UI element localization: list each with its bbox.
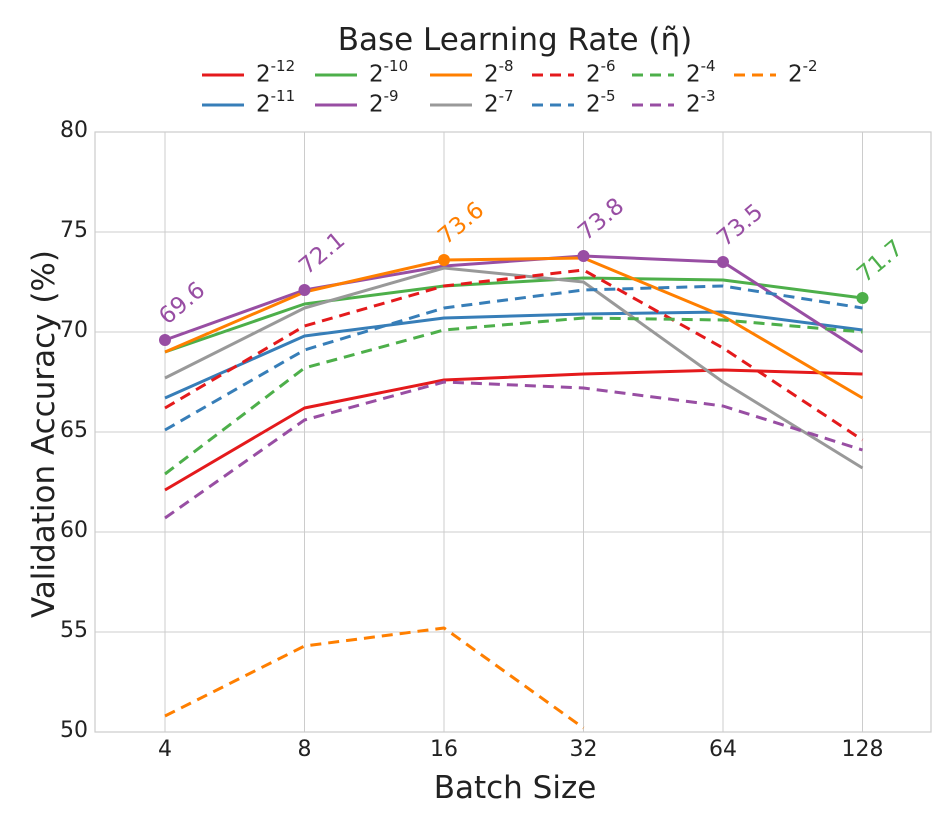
x-tick-label: 16 (430, 737, 458, 762)
series-line-2-3 (164, 380, 863, 520)
peak-marker (159, 334, 171, 346)
legend-label: 2-12 (256, 56, 296, 88)
legend-swatch (532, 73, 574, 77)
x-tick-label: 32 (569, 737, 598, 762)
legend-label: 2-10 (369, 56, 409, 88)
series-line-2-6 (164, 268, 864, 442)
series-line-2-5 (164, 284, 863, 432)
legend-item: 2-11 (200, 86, 296, 118)
legend-swatch (734, 73, 776, 77)
peak-marker (577, 250, 590, 262)
legend-label: 2-9 (369, 86, 399, 118)
series-line-2-8 (164, 256, 864, 400)
y-tick-label: 60 (60, 518, 88, 543)
legend-item: 2-12 (200, 56, 296, 88)
legend-swatch (315, 73, 357, 77)
legend-swatch (202, 73, 244, 77)
legend-label: 2-8 (484, 56, 514, 88)
legend-swatch (430, 103, 472, 107)
x-axis-label: Batch Size (433, 770, 597, 806)
legend-item: 2-3 (630, 86, 716, 118)
legend-item: 2-4 (630, 56, 716, 88)
legend-label: 2-3 (686, 86, 716, 118)
peak-markers (159, 250, 869, 346)
legend-item: 2-2 (732, 56, 818, 88)
legend-label: 2-2 (788, 56, 818, 88)
series-lines (164, 254, 864, 730)
x-tick-label: 4 (158, 737, 172, 762)
peak-marker (856, 292, 869, 304)
series-line-2-7 (164, 266, 864, 470)
series-line-2-2 (164, 626, 585, 730)
series-line-2-11 (164, 310, 863, 400)
legend-swatch (315, 103, 357, 107)
legend-label: 2-11 (256, 86, 296, 118)
legend-item: 2-9 (313, 86, 399, 118)
legend-swatch (430, 73, 472, 77)
series-line-2-10 (164, 276, 863, 354)
y-tick-label: 70 (60, 318, 88, 343)
legend-item: 2-10 (313, 56, 409, 88)
series-line-2-9 (164, 254, 864, 354)
legend-swatch (632, 73, 674, 77)
peak-marker (717, 256, 729, 268)
y-tick-label: 55 (60, 618, 88, 643)
series-line-2-4 (164, 316, 863, 476)
x-tick-label: 8 (297, 737, 312, 762)
legend-item: 2-8 (428, 56, 514, 88)
legend-label: 2-6 (586, 56, 616, 88)
x-tick-label: 64 (709, 737, 737, 762)
legend-label: 2-7 (484, 86, 514, 118)
y-axis-label: Validation Accuracy (%) (26, 250, 62, 618)
legend-swatch (632, 103, 674, 107)
plot-area-frame (94, 131, 932, 733)
legend-item: 2-7 (428, 86, 514, 118)
legend-label: 2-5 (586, 86, 616, 118)
peak-marker (438, 254, 450, 266)
legend-item: 2-6 (530, 56, 616, 88)
legend-swatch (202, 103, 244, 107)
series-line-2-12 (164, 368, 863, 492)
legend-label: 2-4 (686, 56, 716, 88)
x-tick-label: 128 (841, 737, 884, 762)
legend-swatch (532, 103, 574, 107)
y-tick-label: 80 (60, 118, 88, 143)
y-tick-label: 65 (60, 418, 88, 443)
y-tick-label: 75 (60, 218, 88, 243)
y-tick-label: 50 (60, 718, 88, 743)
legend-item: 2-5 (530, 86, 616, 118)
legend-title: Base Learning Rate (η̃) (337, 22, 693, 58)
peak-marker (298, 284, 311, 296)
